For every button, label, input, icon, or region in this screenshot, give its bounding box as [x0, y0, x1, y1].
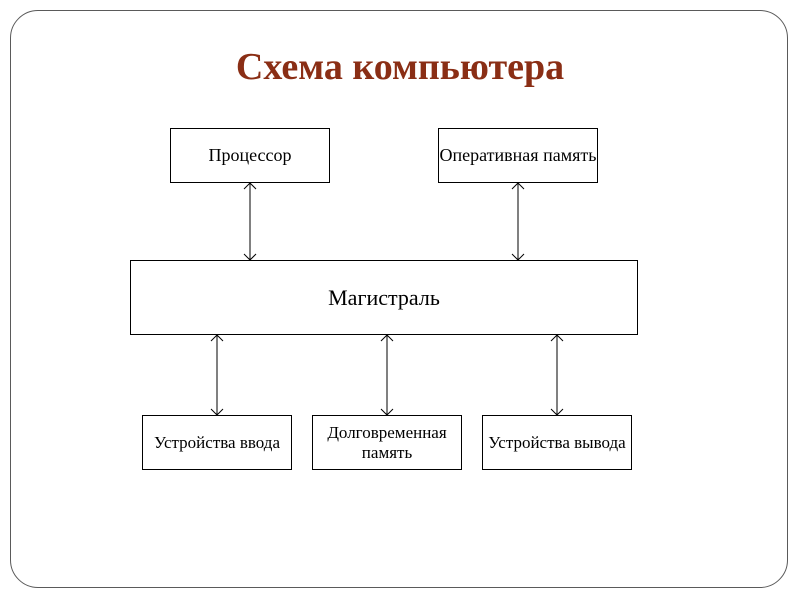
diagram-title: Схема компьютера — [0, 45, 800, 89]
node-bus: Магистраль — [130, 260, 638, 335]
node-output: Устройства вывода — [482, 415, 632, 470]
node-ram: Оперативная память — [438, 128, 598, 183]
node-input: Устройства ввода — [142, 415, 292, 470]
node-storage: Долговременная память — [312, 415, 462, 470]
node-processor: Процессор — [170, 128, 330, 183]
